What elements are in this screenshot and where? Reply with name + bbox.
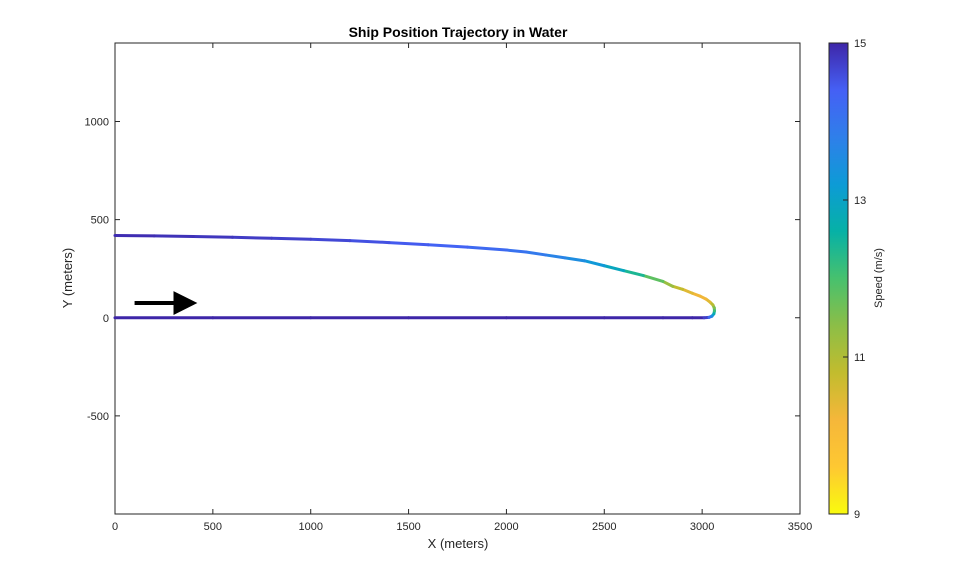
x-tick-label: 2500	[592, 521, 616, 533]
x-tick-label: 3000	[690, 521, 714, 533]
trajectory-segment	[387, 241, 430, 247]
x-axis-label: X (meters)	[428, 536, 489, 551]
y-axis-label: Y (meters)	[60, 248, 75, 308]
x-tick-label: 1500	[396, 521, 420, 533]
trajectory-segment	[641, 274, 665, 283]
colorbar-tick-label: 13	[854, 195, 866, 207]
trajectory-segment	[622, 269, 645, 278]
colorbar-tick-label: 11	[854, 352, 865, 364]
y-tick-label: 0	[103, 313, 109, 325]
y-tick-label: 1000	[85, 117, 109, 129]
trajectory-segment	[544, 253, 567, 260]
trajectory-segment	[270, 236, 313, 241]
colorbar-label: Speed (m/s)	[873, 248, 885, 308]
x-tick-label: 3500	[788, 521, 812, 533]
trajectory-segment	[602, 264, 626, 273]
x-tick-label: 1000	[298, 521, 322, 533]
y-tick-label: 500	[91, 215, 109, 227]
trajectory-segment	[191, 235, 234, 239]
trajectory-segment	[309, 237, 352, 243]
colorbar-tick-label: 9	[854, 509, 860, 521]
trajectory-segment	[524, 250, 548, 257]
x-tick-label: 0	[112, 521, 118, 533]
colorbar	[828, 42, 849, 515]
chart-title: Ship Position Trajectory in Water	[349, 24, 568, 40]
colorbar-ticks: 9 11 13 15	[843, 38, 866, 521]
x-tick-label: 500	[204, 521, 222, 533]
trajectory-segment	[681, 287, 694, 295]
plot-area	[114, 42, 801, 515]
colorbar-tick-label: 15	[854, 38, 866, 50]
trajectory-segment	[661, 279, 675, 288]
trajectory-segment	[152, 234, 195, 239]
trajectory-segment	[426, 243, 469, 249]
trajectory-series	[113, 234, 716, 320]
trajectory-segment	[583, 259, 606, 268]
trajectory-segment	[465, 245, 508, 252]
x-tick-label: 2000	[494, 521, 518, 533]
trajectory-segment	[563, 256, 587, 263]
trajectory-segment	[504, 248, 528, 254]
trajectory-segment	[230, 235, 274, 240]
trajectory-segment	[348, 239, 391, 245]
trajectory-segment	[671, 284, 685, 291]
axis-ticks: 0 500 1000 1500 2000 2500 3000 3500 -500 0 500 1000	[85, 43, 812, 533]
y-tick-label: -500	[87, 411, 109, 423]
